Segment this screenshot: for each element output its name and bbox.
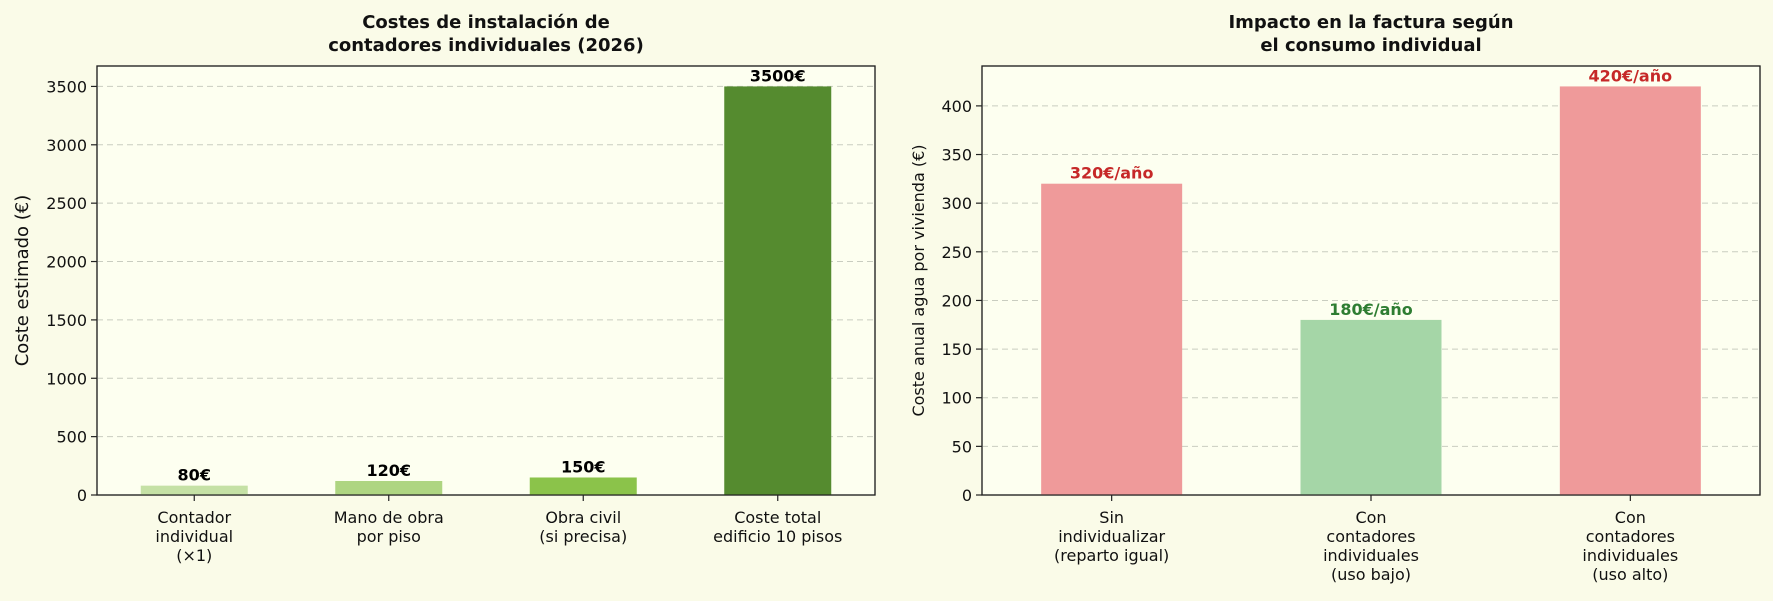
x-tick-label: individuales <box>1323 546 1419 565</box>
y-tick-label: 0 <box>962 486 972 505</box>
data-label: 420€/año <box>1589 66 1673 85</box>
x-tick-label: (si precisa) <box>539 527 627 546</box>
y-tick-label: 2500 <box>46 194 87 213</box>
bar <box>1559 86 1701 495</box>
bar <box>140 485 248 495</box>
data-label: 180€/año <box>1329 300 1413 319</box>
x-tick-label: contadores <box>1326 527 1415 546</box>
x-tick-label: Mano de obra <box>334 508 444 527</box>
x-tick-label: Obra civil <box>545 508 621 527</box>
chart-title-line: el consumo individual <box>1260 35 1481 56</box>
x-tick-label: Con <box>1615 508 1646 527</box>
x-tick-label: Con <box>1355 508 1386 527</box>
data-label: 3500€ <box>750 66 806 85</box>
x-tick-label: (uso alto) <box>1592 565 1668 584</box>
bar <box>1300 319 1442 495</box>
y-tick-label: 2000 <box>46 253 87 272</box>
y-tick-label: 100 <box>941 389 972 408</box>
y-tick-label: 1000 <box>46 369 87 388</box>
x-tick-label: por piso <box>357 527 421 546</box>
bar <box>335 480 443 495</box>
y-tick-label: 350 <box>941 146 972 165</box>
x-tick-label: contadores <box>1586 527 1675 546</box>
plot-frame <box>981 65 1761 496</box>
bar <box>1041 183 1183 495</box>
y-tick-label: 3000 <box>46 136 87 155</box>
data-label: 150€ <box>561 457 606 476</box>
x-tick-label: (uso bajo) <box>1331 565 1411 584</box>
bar <box>529 477 637 495</box>
y-axis-label: Coste estimado (€) <box>12 195 33 367</box>
y-tick-label: 1500 <box>46 311 87 330</box>
y-axis-label: Coste anual agua por vivienda (€) <box>909 144 928 416</box>
plot-frame <box>96 65 876 496</box>
y-tick-label: 250 <box>941 243 972 262</box>
data-label: 80€ <box>178 466 211 485</box>
data-label: 320€/año <box>1070 164 1154 183</box>
y-tick-label: 200 <box>941 291 972 310</box>
bar <box>724 86 832 495</box>
chart-title-line: Impacto en la factura según <box>1228 12 1513 33</box>
x-tick-label: edificio 10 pisos <box>713 527 842 546</box>
data-label: 120€ <box>366 461 411 480</box>
y-tick-label: 400 <box>941 97 972 116</box>
x-tick-label: individuales <box>1582 546 1678 565</box>
x-tick-label: Sin <box>1099 508 1124 527</box>
x-tick-label: Coste total <box>734 508 821 527</box>
y-tick-label: 150 <box>941 340 972 359</box>
y-tick-label: 50 <box>952 437 972 456</box>
chart-title-line: Costes de instalación de <box>362 12 610 33</box>
x-tick-label: individualizar <box>1058 527 1165 546</box>
y-tick-label: 300 <box>941 194 972 213</box>
chart-title-line: contadores individuales (2026) <box>328 35 644 56</box>
x-tick-label: Contador <box>157 508 231 527</box>
y-tick-label: 0 <box>77 486 87 505</box>
x-tick-label: (×1) <box>176 546 212 565</box>
x-tick-label: individual <box>155 527 233 546</box>
x-tick-label: (reparto igual) <box>1054 546 1169 565</box>
y-tick-label: 500 <box>56 428 87 447</box>
y-tick-label: 3500 <box>46 77 87 96</box>
